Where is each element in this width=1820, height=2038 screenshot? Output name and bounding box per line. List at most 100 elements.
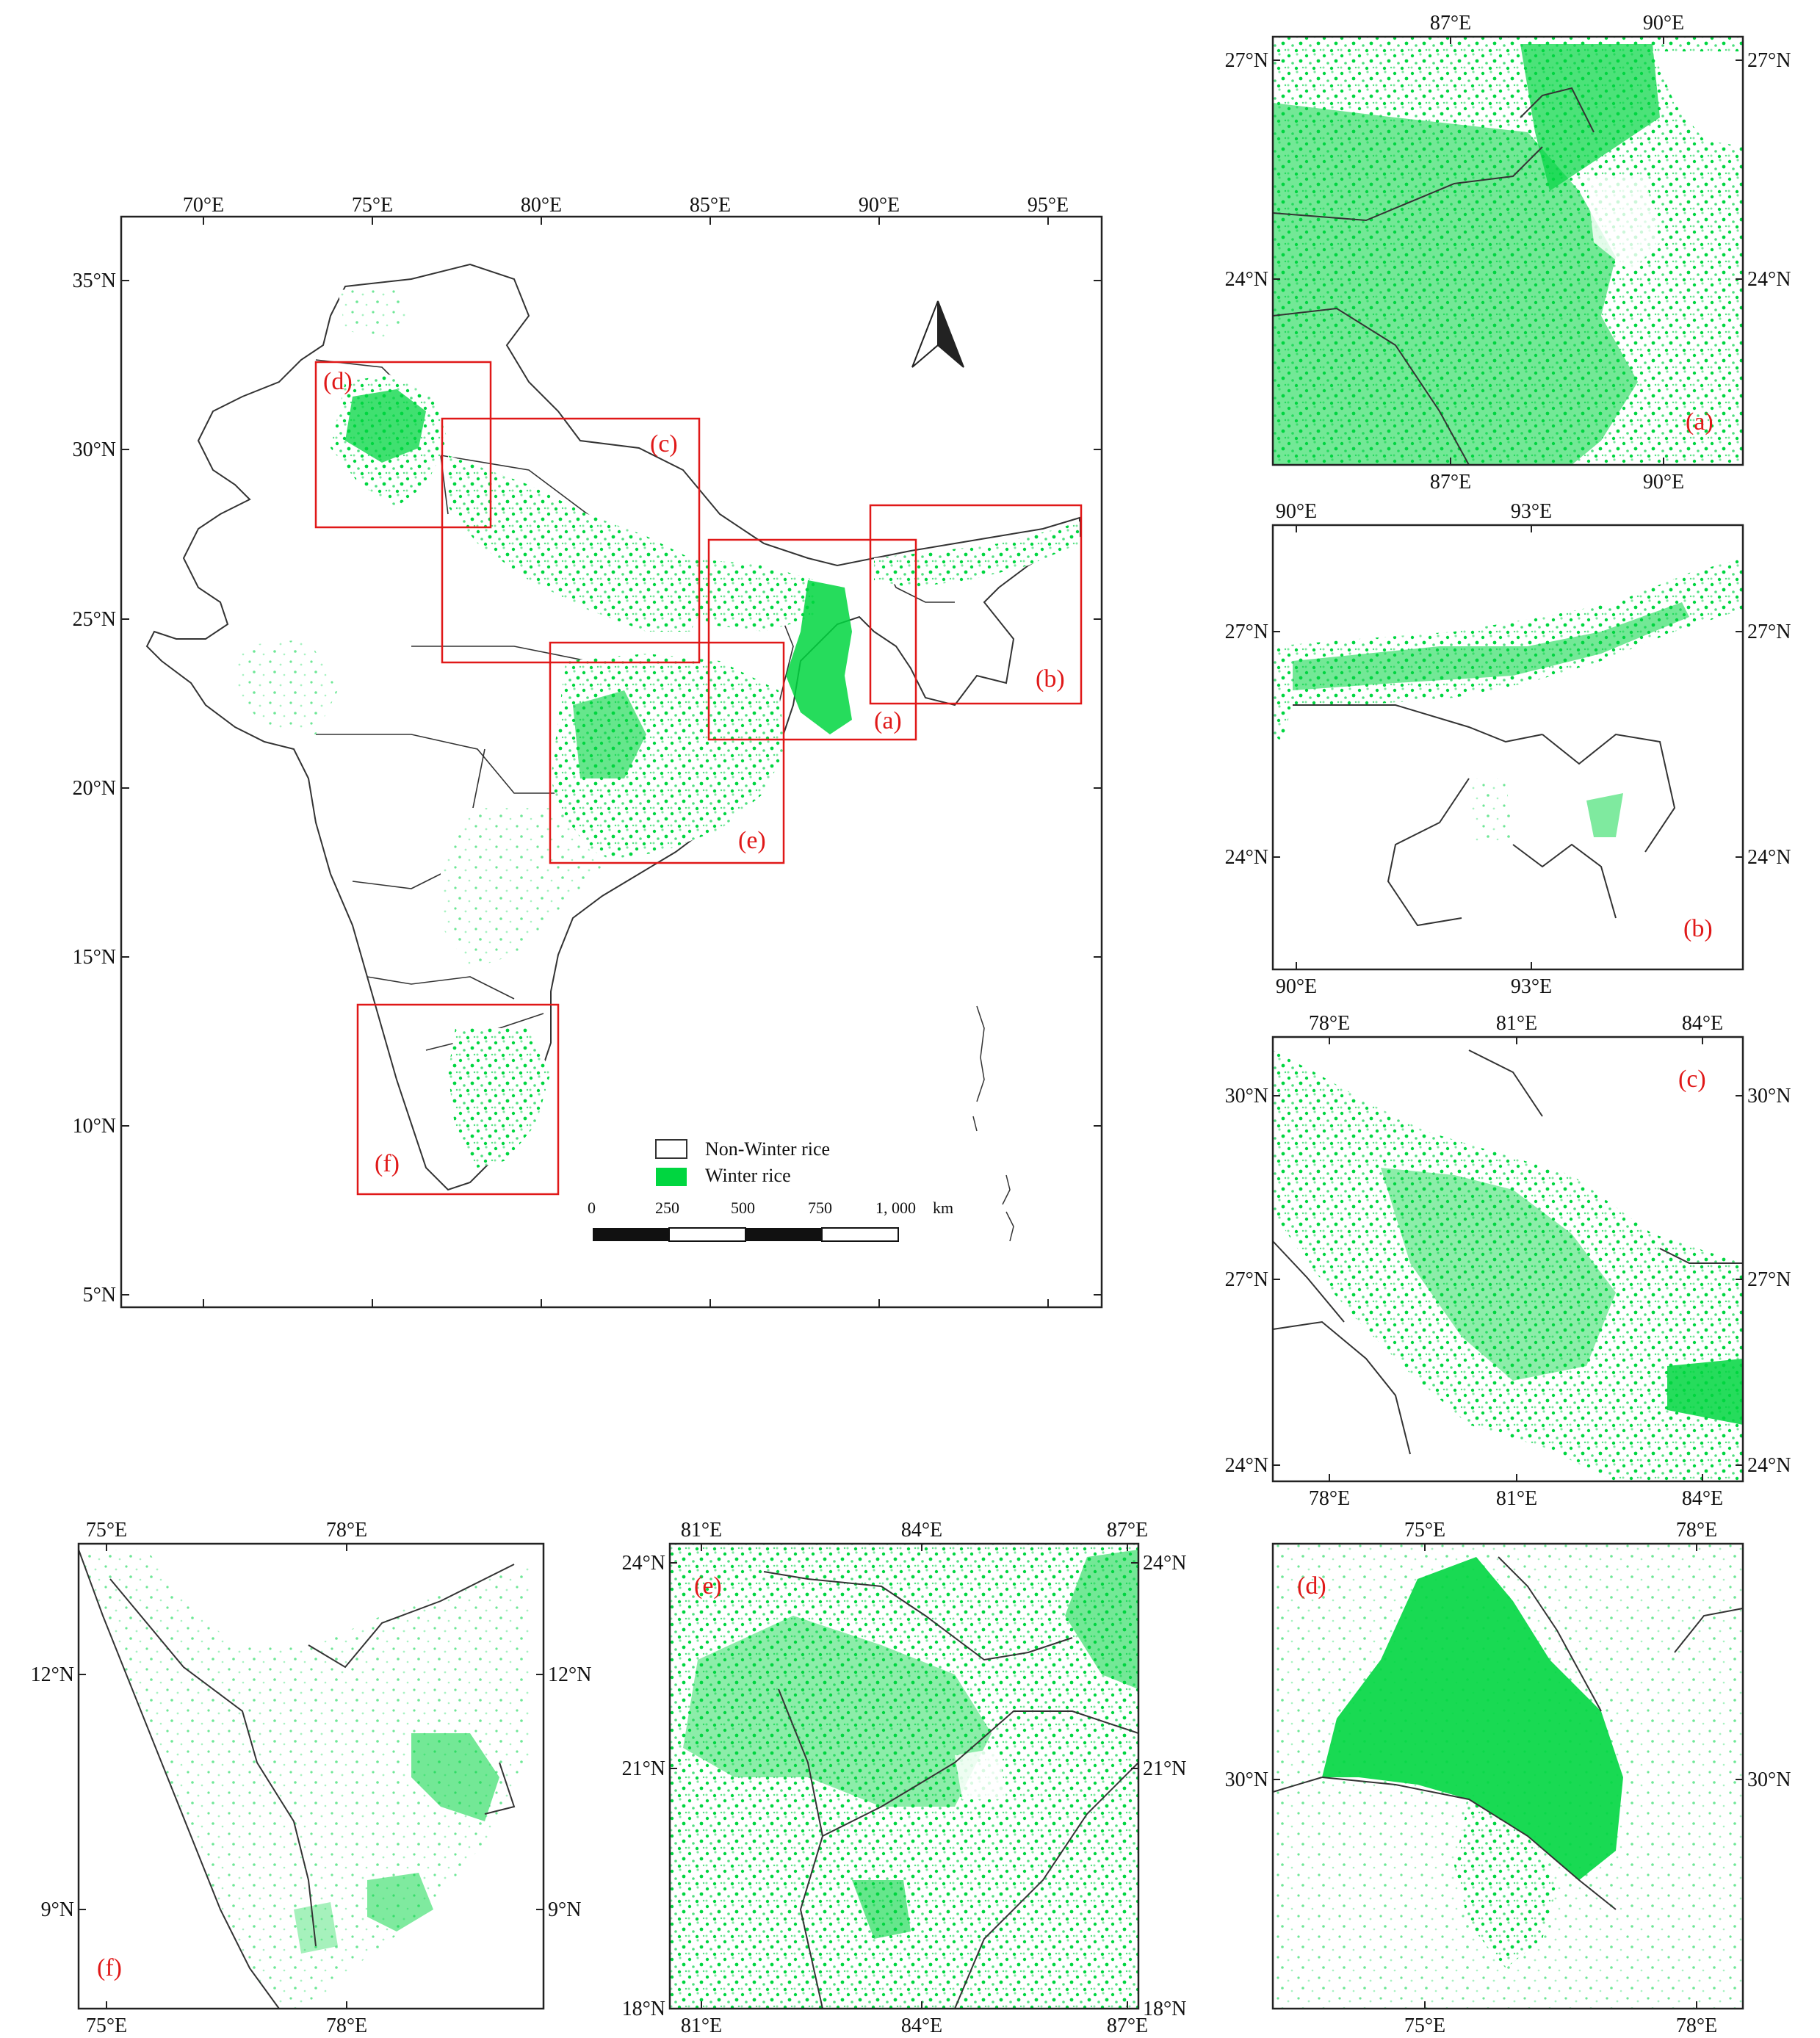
panel-c-bottom-lon-label: 78°E <box>1309 1487 1350 1510</box>
main-lon-tick-label: 75°E <box>352 194 393 217</box>
panel-tick-labels: 87°E 90°E 87°E 90°E 27°N 24°N 27°N 24°N 90°E 93°E… <box>31 12 1791 2037</box>
legend-label-non-winter: Non-Winter rice <box>705 1138 830 1160</box>
panel-e-bottom-lon-label: 81°E <box>681 2014 722 2037</box>
panel-c-left-lat-label: 27°N <box>1225 1268 1268 1291</box>
inset-label-c: (c) <box>650 430 678 458</box>
main-lat-tick-label: 25°N <box>73 608 116 631</box>
panel-c-right-lat-label: 24°N <box>1747 1454 1791 1477</box>
panel-f-left-lat-label: 12°N <box>31 1663 74 1686</box>
panel-f-top-lon-label: 75°E <box>86 1519 127 1542</box>
panel-f-bottom-lon-label: 75°E <box>86 2014 127 2037</box>
main-lat-tick-label: 10°N <box>73 1115 116 1138</box>
main-lat-tick-label: 15°N <box>73 946 116 969</box>
scale-label-1000: 1, 000 <box>875 1199 916 1217</box>
panel-f-bottom-lon-label: 78°E <box>326 2014 367 2037</box>
panel-b-left-lat-label: 27°N <box>1225 621 1268 643</box>
rice-bihar <box>690 558 815 632</box>
panel-c-label: (c) <box>1678 1066 1706 1093</box>
panel-f-left-lat-label: 9°N <box>41 1898 74 1921</box>
panel-b-left-lat-label: 24°N <box>1225 846 1268 869</box>
panel-d-right-lat-label: 30°N <box>1747 1768 1791 1791</box>
panel-a-left-lat-label: 24°N <box>1225 268 1268 291</box>
panel-a: (a) <box>1271 35 1744 466</box>
inset-label-a: (a) <box>874 707 902 734</box>
panel-c-top-lon-label: 81°E <box>1496 1012 1537 1035</box>
panel-b-bottom-lon-label: 93°E <box>1511 975 1552 998</box>
panel-e-right-lat-label: 18°N <box>1143 1998 1186 2020</box>
panel-e-right-lat-label: 24°N <box>1143 1552 1186 1575</box>
panel-c-left-lat-label: 30°N <box>1225 1085 1268 1107</box>
panel-c-top-lon-label: 78°E <box>1309 1012 1350 1035</box>
inset-label-b: (b) <box>1036 665 1065 693</box>
panel-b-right-lat-label: 27°N <box>1747 621 1791 643</box>
main-lat-tick-label: 20°N <box>73 777 116 800</box>
panel-b-top-lon-label: 93°E <box>1511 500 1552 523</box>
panel-a-label: (a) <box>1686 408 1714 436</box>
panel-d-bottom-lon-label: 75°E <box>1404 2014 1445 2037</box>
inset-rect-b <box>869 504 1083 705</box>
panel-d-left-lat-label: 30°N <box>1225 1768 1268 1791</box>
rice-punjab-core <box>345 389 426 463</box>
main-lat-tick-label: 30°N <box>73 438 116 461</box>
panel-f-right-lat-label: 9°N <box>548 1898 581 1921</box>
rice-kashmir <box>338 286 411 338</box>
scale-bar: 0 250 500 750 1, 000 km <box>588 1199 953 1242</box>
legend-swatch-non-winter <box>655 1139 687 1159</box>
main-lon-ticks: 70°E 75°E 80°E 85°E 90°E 95°E <box>183 194 1069 1307</box>
rice-western <box>235 639 338 734</box>
panel-b-label: (b) <box>1683 915 1713 942</box>
panel-f-top-lon-label: 78°E <box>326 1519 367 1542</box>
inset-rect-e <box>549 641 785 864</box>
panel-a-right-lat-label: 24°N <box>1747 268 1791 291</box>
panel-d-top-lon-label: 78°E <box>1676 1519 1717 1542</box>
panel-c-right-lat-label: 30°N <box>1747 1085 1791 1107</box>
inset-label-e: (e) <box>738 827 766 854</box>
panel-e-top-lon-label: 84°E <box>901 1519 942 1542</box>
main-lon-tick-label: 80°E <box>521 194 562 217</box>
scale-label-250: 250 <box>655 1199 679 1217</box>
panel-b: (b) <box>1271 524 1744 971</box>
main-lon-tick-label: 95°E <box>1028 194 1069 217</box>
rice-chhattisgarh-core <box>573 690 646 778</box>
main-map-frame <box>120 215 1103 1309</box>
panel-e-left-lat-label: 18°N <box>622 1998 665 2020</box>
panel-a-bottom-lon-label: 87°E <box>1430 471 1471 494</box>
north-arrow-icon <box>911 300 964 368</box>
panel-d: (d) <box>1271 1542 1744 2010</box>
panel-f: (f) <box>77 1542 545 2010</box>
panel-e-bottom-lon-label: 84°E <box>901 2014 942 2037</box>
scale-label-750: 750 <box>808 1199 832 1217</box>
scale-unit: km <box>933 1199 953 1217</box>
panel-c-bottom-lon-label: 81°E <box>1496 1487 1537 1510</box>
rice-south-east <box>441 808 602 969</box>
panel-d-top-lon-label: 75°E <box>1404 1519 1445 1542</box>
panel-e-top-lon-label: 81°E <box>681 1519 722 1542</box>
panel-e-left-lat-label: 21°N <box>622 1757 665 1780</box>
main-lat-tick-label: 35°N <box>73 270 116 292</box>
legend-label-winter: Winter rice <box>705 1165 791 1186</box>
panel-a-right-lat-label: 27°N <box>1747 49 1791 72</box>
legend-swatch-winter <box>656 1168 687 1186</box>
panel-e-label: (e) <box>694 1572 722 1600</box>
main-map: 70°E 75°E 80°E 85°E 90°E 95°E 35°N 30°N 25°N 20°… <box>73 194 1103 1309</box>
inset-label-d: (d) <box>323 368 353 395</box>
winter-rice-regions <box>235 286 1080 1168</box>
panel-e-left-lat-label: 24°N <box>622 1552 665 1575</box>
main-lat-ticks: 35°N 30°N 25°N 20°N 15°N 10°N 5°N <box>73 270 1102 1307</box>
panel-e-right-lat-label: 21°N <box>1143 1757 1186 1780</box>
panel-c-bottom-lon-label: 84°E <box>1682 1487 1723 1510</box>
panel-a-top-lon-label: 90°E <box>1643 12 1684 35</box>
panel-a-bottom-lon-label: 90°E <box>1643 471 1684 494</box>
inset-rect-f <box>356 1003 560 1196</box>
panel-c-top-lon-label: 84°E <box>1682 1012 1723 1035</box>
main-lon-tick-label: 85°E <box>690 194 731 217</box>
main-lon-tick-label: 90°E <box>859 194 900 217</box>
panel-e-bottom-lon-label: 87°E <box>1107 2014 1148 2037</box>
panel-d-label: (d) <box>1297 1572 1326 1600</box>
panel-f-label: (f) <box>97 1954 122 1981</box>
india-outline <box>145 263 1080 1191</box>
rice-assam <box>874 521 1080 588</box>
panel-b-right-lat-label: 24°N <box>1747 846 1791 869</box>
inset-rect-d <box>314 361 492 529</box>
